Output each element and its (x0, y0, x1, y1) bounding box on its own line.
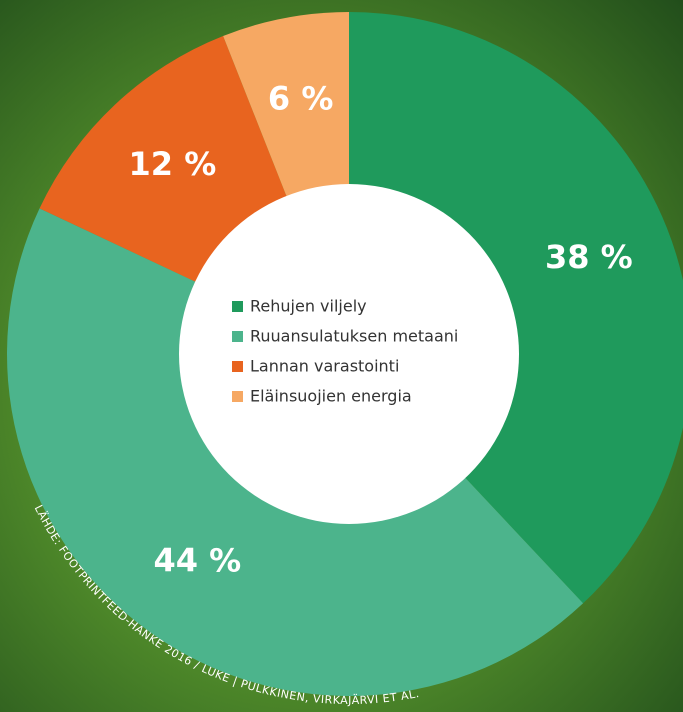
chart: 38 % 44 % 12 % 6 % Rehujen viljely Ruuansula… (0, 0, 683, 712)
value-label: 6 % (268, 80, 333, 118)
value-label: 44 % (153, 542, 241, 580)
legend-swatch (232, 391, 243, 402)
legend-swatch (232, 301, 243, 312)
donut-hole (179, 184, 519, 524)
legend-label: Lannan varastointi (250, 357, 399, 376)
value-label: 12 % (129, 145, 217, 183)
legend-label: Ruuansulatuksen metaani (250, 327, 458, 346)
legend-swatch (232, 331, 243, 342)
value-label: 38 % (545, 238, 633, 276)
legend-swatch (232, 361, 243, 372)
legend-label: Eläinsuojien energia (250, 387, 412, 406)
legend-label: Rehujen viljely (250, 297, 367, 316)
